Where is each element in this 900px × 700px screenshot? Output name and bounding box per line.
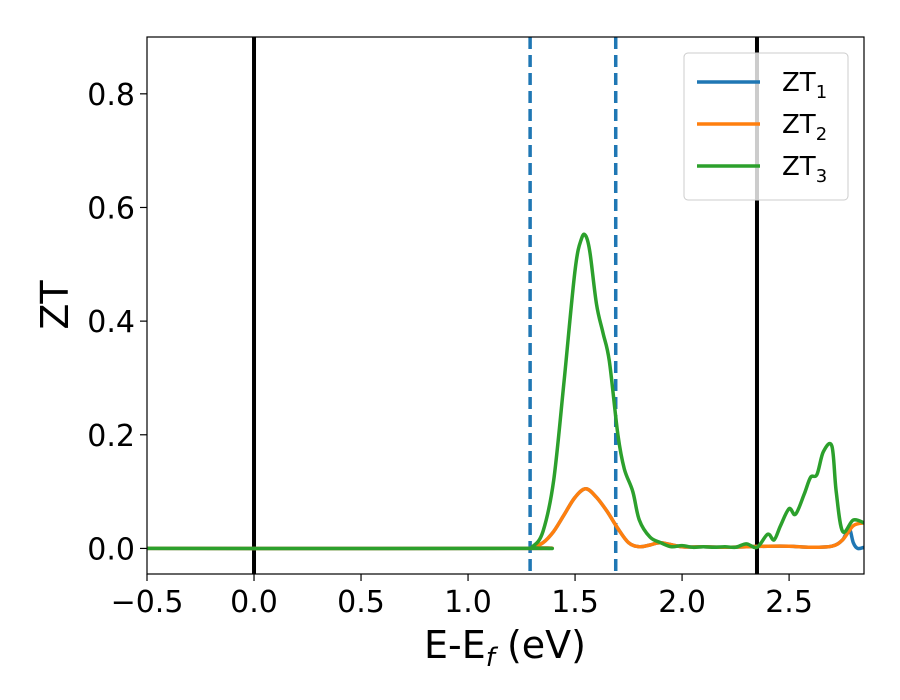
y-tick-label: 0.4 bbox=[87, 305, 135, 340]
series-line-zt3 bbox=[147, 232, 864, 551]
series-lines bbox=[147, 232, 864, 551]
y-axis: 0.0 0.2 0.4 0.6 0.8 bbox=[87, 78, 147, 567]
x-tick-label: −0.5 bbox=[111, 585, 184, 620]
x-tick-label: 2.5 bbox=[765, 585, 813, 620]
y-tick-label: 0.2 bbox=[87, 419, 135, 454]
x-axis: −0.5 0.0 0.5 1.0 1.5 2.0 2.5 bbox=[111, 574, 813, 620]
legend-label-zt2: ZT2 bbox=[782, 110, 827, 145]
x-axis-title: E-Ef (eV) bbox=[424, 623, 586, 673]
legend-label-zt3: ZT3 bbox=[782, 152, 827, 187]
x-tick-label: 0.5 bbox=[337, 585, 385, 620]
series-line-zt2 bbox=[147, 487, 864, 551]
y-tick-label: 0.6 bbox=[87, 191, 135, 226]
x-tick-label: 1.5 bbox=[551, 585, 599, 620]
y-tick-label: 0.0 bbox=[87, 532, 135, 567]
legend-label-zt1: ZT1 bbox=[782, 68, 827, 103]
x-tick-label: 1.0 bbox=[444, 585, 492, 620]
legend: ZT1 ZT2 ZT3 bbox=[683, 52, 849, 201]
y-tick-label: 0.8 bbox=[87, 78, 135, 113]
x-tick-label: 0.0 bbox=[230, 585, 278, 620]
x-tick-label: 2.0 bbox=[658, 585, 706, 620]
y-axis-title: ZT bbox=[33, 280, 77, 330]
plot-area-frame bbox=[146, 36, 865, 575]
legend-frame bbox=[683, 52, 849, 201]
